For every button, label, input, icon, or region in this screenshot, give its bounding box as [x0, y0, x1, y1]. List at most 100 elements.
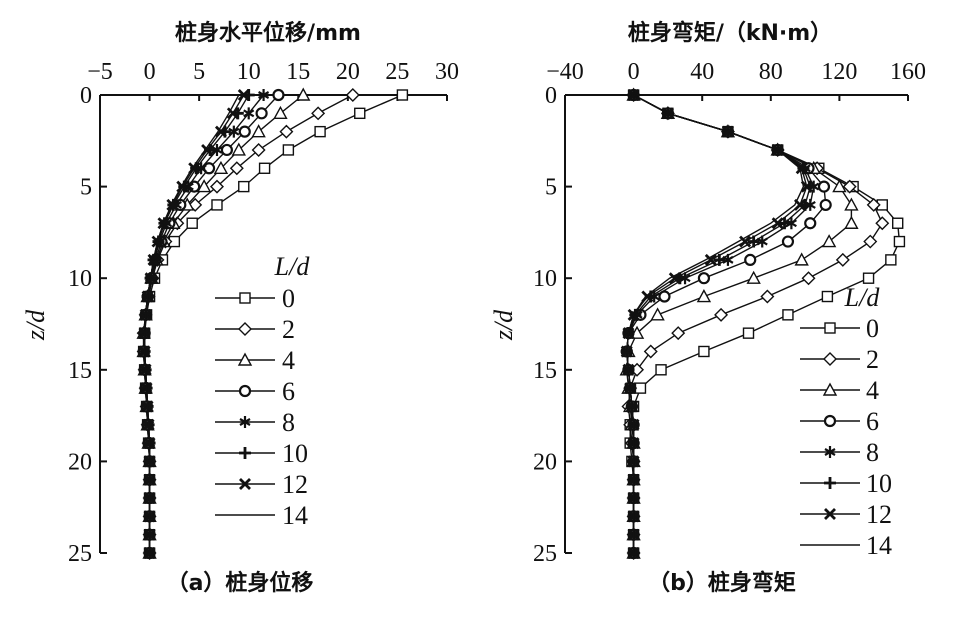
legend-item-14: 14 [215, 501, 308, 530]
square-marker [824, 322, 836, 334]
asterisk-marker [211, 143, 223, 156]
x-marker [795, 162, 808, 175]
y-axis-label: z/d [21, 309, 50, 341]
triangle-marker [231, 142, 246, 156]
x-tick-label: 40 [690, 59, 714, 85]
triangle-marker [296, 87, 311, 101]
x-tick-label: 30 [435, 59, 459, 85]
series-ld-2 [621, 88, 890, 560]
y-tick-label: 20 [533, 449, 557, 475]
series-ld-0 [624, 89, 906, 559]
x-tick-label: 10 [237, 59, 261, 85]
legend-label: 12 [866, 500, 892, 529]
x-tick-label: 160 [890, 59, 926, 85]
circle-marker [238, 384, 252, 398]
x-marker [739, 235, 752, 248]
y-tick-label: 0 [545, 83, 557, 109]
square-marker [258, 162, 271, 174]
legend-item-10: 10 [215, 439, 308, 468]
triangle-marker [273, 105, 288, 120]
chart-title: 桩身水平位移/mm [175, 20, 361, 46]
plus-marker [778, 217, 791, 230]
legend-title: L/d [274, 252, 311, 281]
triangle-marker [213, 160, 229, 174]
triangle-marker [237, 352, 253, 366]
square-marker [885, 254, 897, 266]
x-tick-label: 120 [821, 59, 857, 85]
legend-item-12: 12 [800, 500, 892, 529]
asterisk-marker [239, 416, 251, 428]
circle-marker [202, 162, 216, 175]
series-ld-12 [138, 89, 250, 559]
legend-label: 8 [866, 438, 879, 467]
x-tick-label: 15 [286, 59, 310, 85]
diamond-marker [643, 344, 658, 359]
legend-label: 6 [866, 407, 879, 436]
y-tick-label: 15 [68, 358, 92, 384]
diamond-marker [823, 352, 837, 366]
series-line [143, 94, 240, 553]
y-tick-label: 25 [68, 541, 92, 567]
diamond-marker [279, 124, 294, 139]
diamond-marker [760, 289, 775, 304]
asterisk-marker [243, 107, 255, 120]
square-marker [238, 180, 250, 193]
diamond-marker [209, 179, 224, 194]
legend-item-0: 0 [215, 284, 295, 313]
square-marker [821, 290, 834, 303]
series-ld-6 [137, 88, 285, 560]
y-tick-label: 20 [68, 449, 92, 475]
legend-item-4: 4 [800, 376, 879, 405]
triangle-marker [650, 307, 665, 321]
diamond-marker [835, 252, 850, 267]
legend-item-2: 2 [215, 315, 295, 344]
x-marker [237, 89, 250, 101]
diamond-marker [863, 234, 878, 249]
legend-label: 2 [866, 345, 879, 374]
circle-marker [255, 107, 268, 120]
legend-label: 2 [282, 315, 295, 344]
triangle-marker [832, 179, 847, 193]
diamond-marker [875, 216, 890, 231]
square-marker [782, 309, 794, 321]
circle-marker [804, 217, 817, 230]
legend-label: 6 [282, 377, 295, 406]
legend-item-14: 14 [800, 531, 892, 560]
triangle-marker [844, 197, 859, 211]
series-line [627, 94, 884, 553]
square-marker [655, 364, 667, 376]
y-tick-label: 5 [545, 175, 557, 201]
legend-label: 14 [282, 501, 308, 530]
circle-marker [823, 414, 837, 428]
series-ld-10 [138, 89, 255, 559]
x-tick-label: −40 [546, 59, 584, 85]
legend-label: 4 [282, 346, 295, 375]
series-line [625, 94, 815, 553]
legend-item-6: 6 [800, 407, 879, 436]
x-marker [824, 508, 836, 520]
square-marker [211, 199, 223, 211]
y-tick-label: 10 [533, 266, 557, 292]
x-tick-label: 0 [144, 59, 156, 85]
diamond-marker [238, 322, 252, 336]
series-ld-10 [620, 89, 817, 559]
chart-title: 桩身弯矩/（kN·m） [628, 20, 832, 46]
series-line [625, 94, 808, 553]
square-marker [282, 144, 295, 156]
square-marker [354, 107, 366, 120]
square-marker [862, 272, 875, 284]
legend-label: 14 [866, 531, 892, 560]
legend-item-8: 8 [800, 438, 879, 467]
diamond-marker [345, 88, 360, 102]
circle-marker [817, 180, 831, 193]
diamond-marker [251, 142, 266, 157]
asterisk-marker [756, 235, 768, 248]
asterisk-marker [228, 125, 240, 138]
square-marker [892, 217, 904, 229]
legend-item-6: 6 [215, 377, 295, 406]
x-tick-label: 20 [336, 59, 360, 85]
circle-marker [220, 143, 234, 157]
legend-item-8: 8 [215, 408, 295, 437]
y-axis-label: z/d [489, 309, 518, 341]
